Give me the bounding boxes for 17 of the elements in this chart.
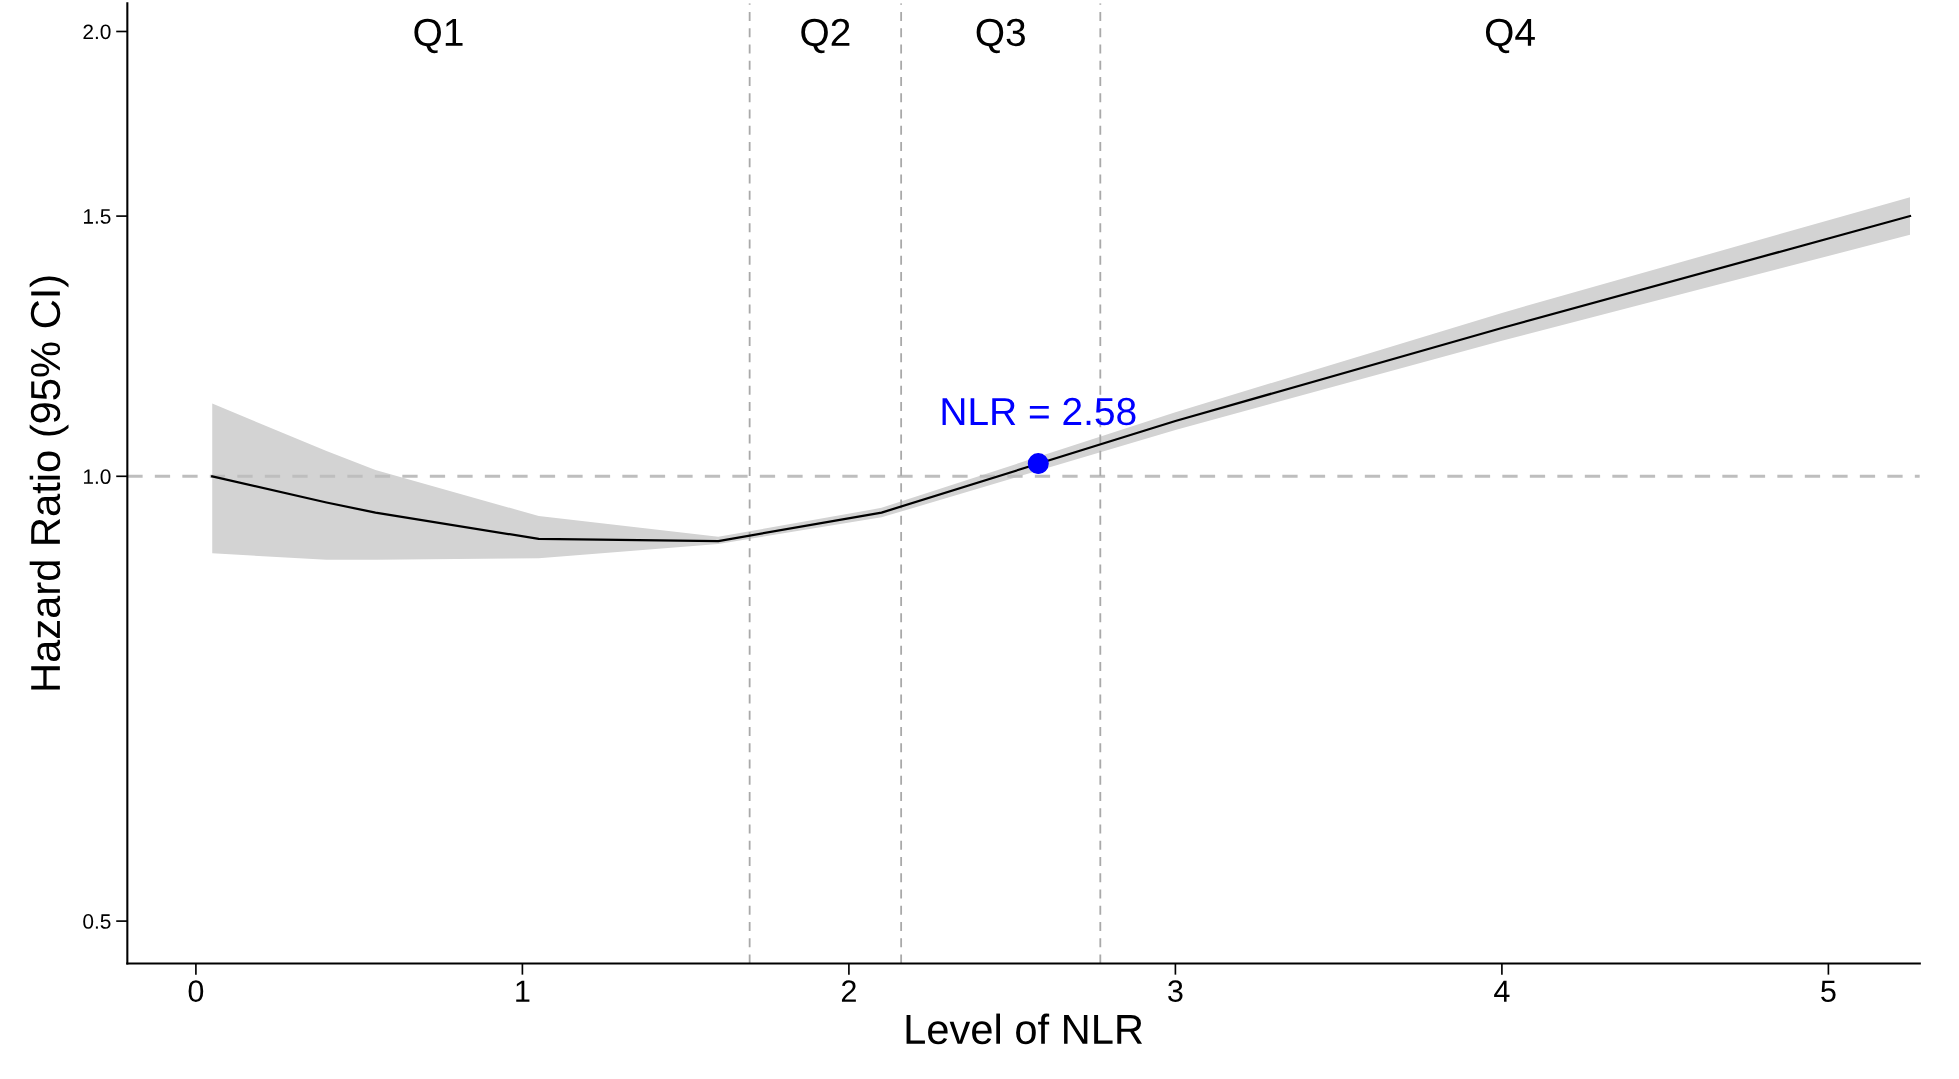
x-tick-label: 1: [516, 980, 530, 1002]
y-tick-label: 1.0: [83, 469, 111, 485]
annotation: Q3: [976, 18, 1025, 54]
x-axis-title: Level of NLR: [906, 1013, 1143, 1045]
annotation: Q4: [1485, 18, 1535, 54]
x-tick-label: 5: [1821, 980, 1836, 1002]
x-tick-label: 2: [841, 980, 856, 1002]
y-axis-title: Hazard Ratio (95% CI): [29, 276, 69, 690]
y-tick-label: 0.5: [83, 914, 111, 929]
x-tick-label: 3: [1168, 980, 1183, 1002]
y-tick-label: 1.5: [83, 209, 111, 224]
y-tick-label: 2.0: [83, 24, 111, 40]
x-tick-label: 4: [1494, 980, 1510, 1002]
annotation: Q2: [801, 18, 850, 54]
x-tick-label: 0: [188, 980, 204, 1002]
annotation: Q1: [414, 18, 463, 54]
annotation: NLR = 2.58: [942, 397, 1136, 426]
